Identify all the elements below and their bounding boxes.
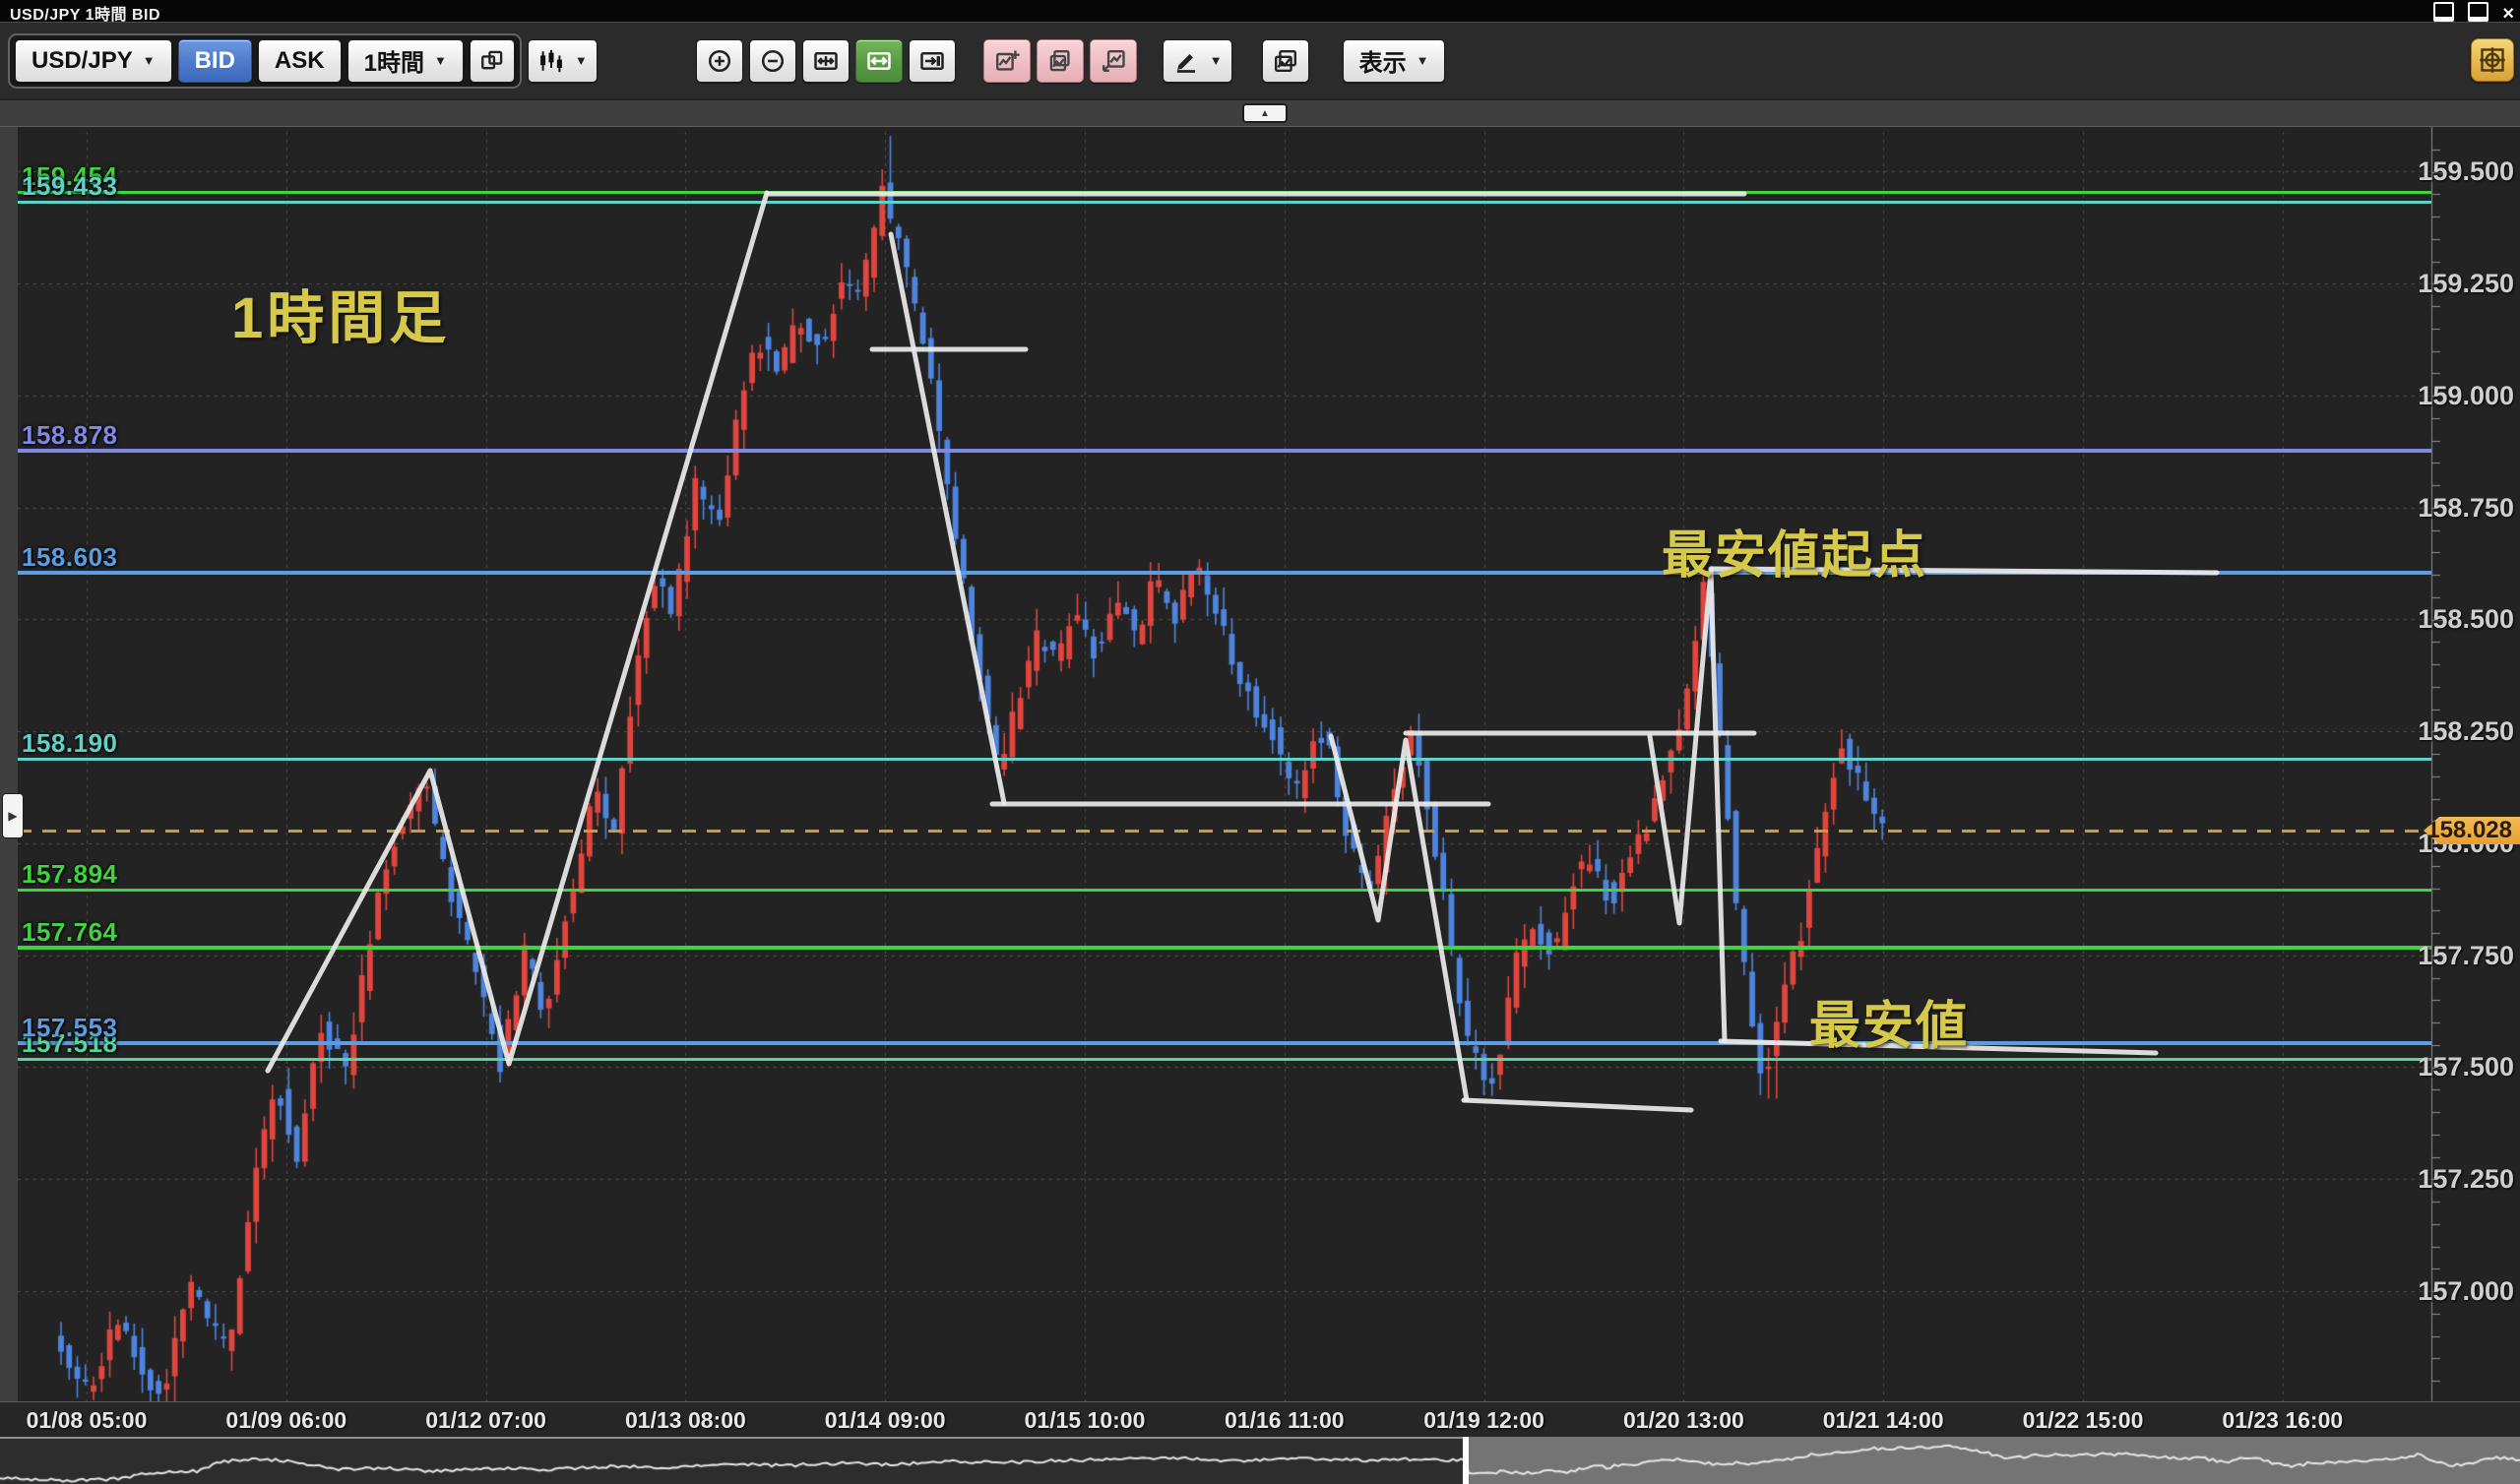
fit-width-icon [866, 51, 891, 70]
trendline-zigzag-mid[interactable] [1328, 733, 1470, 1103]
symbol-select[interactable]: USD/JPY ▼ [15, 38, 172, 83]
navigator-range-handle[interactable] [1463, 1436, 1469, 1484]
duplicate-icon [480, 50, 503, 69]
price-level-label: 157.894 [22, 859, 118, 889]
zoom-group [695, 38, 956, 83]
period-label: 1時間 [363, 50, 424, 77]
collapsed-side-panel-strip [0, 124, 18, 1401]
title-bar: USD/JPY 1時間 BID × [0, 0, 2520, 25]
trendline-zigzag-left[interactable] [265, 190, 770, 1074]
move-study-icon [1102, 49, 1125, 72]
fit-all-icon [813, 51, 838, 70]
symbol-group: USD/JPY ▼ BID ASK 1時間 ▼ [8, 32, 522, 89]
collapse-upper-panel-handle[interactable]: ▲ [1242, 103, 1288, 123]
chevron-down-icon: ▼ [433, 53, 447, 68]
study-group [982, 38, 1137, 83]
time-axis-label: 01/22 15:00 [2022, 1407, 2144, 1433]
annotation-timeframe[interactable]: 1時間足 [231, 286, 451, 350]
scroll-to-latest-button[interactable] [908, 38, 956, 83]
crosshair-target-icon [2480, 47, 2505, 73]
zoom-in-icon [708, 49, 730, 72]
add-study-icon [995, 50, 1020, 71]
bid-button[interactable]: BID [177, 38, 252, 83]
fit-width-button[interactable] [854, 38, 903, 83]
price-level-label: 157.553 [22, 1013, 118, 1042]
candlestick-chart-icon [539, 49, 562, 72]
time-axis-label: 01/19 12:00 [1423, 1407, 1544, 1433]
time-axis-label: 01/15 10:00 [1024, 1407, 1146, 1433]
time-axis-label: 01/23 16:00 [2222, 1407, 2344, 1433]
chart-top-splitter[interactable]: ▲ [0, 98, 2520, 127]
time-axis-label: 01/16 11:00 [1225, 1407, 1345, 1433]
trendline-low-shelf[interactable] [1461, 1097, 1694, 1113]
display-label: 表示 [1358, 50, 1407, 77]
expand-side-panel-handle[interactable]: ▶ [2, 793, 24, 838]
chevron-down-icon: ▼ [1416, 53, 1429, 68]
time-axis-label: 01/13 08:00 [625, 1407, 746, 1433]
price-level-label: 158.878 [22, 420, 118, 450]
overlay-study-button[interactable] [1261, 38, 1309, 83]
price-level-label: 159.454 [22, 161, 118, 191]
pencil-icon [1176, 53, 1195, 73]
window-title: USD/JPY 1時間 BID [10, 7, 161, 24]
price-level-label: 157.518 [22, 1028, 118, 1058]
chevron-right-icon: ▶ [8, 809, 18, 823]
current-price-tag: 158.028 [2424, 817, 2520, 844]
trendline-lowest-origin[interactable] [1708, 566, 2220, 576]
annotation-lowest[interactable]: 最安値 [1809, 998, 1970, 1055]
close-window-button[interactable]: × [2502, 2, 2514, 25]
restore-window-icon [2433, 2, 2455, 22]
restore-window-button[interactable] [2433, 2, 2455, 25]
display-menu-button[interactable]: 表示 ▼ [1342, 38, 1446, 83]
maximize-window-icon [2468, 2, 2489, 22]
chevron-down-icon: ▼ [574, 53, 588, 68]
chart-type-select[interactable]: ▼ [527, 38, 598, 83]
time-axis-label: 01/14 09:00 [824, 1407, 946, 1433]
chevron-down-icon: ▼ [1209, 53, 1223, 68]
price-level-label: 158.190 [22, 728, 118, 758]
zoom-out-icon [761, 49, 784, 72]
draw-tool-select[interactable]: ▼ [1162, 38, 1232, 83]
overlay-chart-icon [1274, 49, 1296, 72]
edit-study-icon [1049, 49, 1070, 71]
ask-button[interactable]: ASK [257, 38, 342, 83]
time-axis-label: 01/09 06:00 [225, 1407, 347, 1433]
chevron-down-icon: ▼ [142, 53, 156, 68]
trendline-lowest[interactable] [1718, 1038, 2159, 1056]
maximize-window-button[interactable] [2468, 2, 2489, 25]
time-axis-label: 01/12 07:00 [425, 1407, 546, 1433]
go-to-end-icon [919, 51, 944, 70]
annotation-lowest-origin[interactable]: 最安値起点 [1662, 527, 1928, 585]
trendline-descent-from-peak[interactable] [888, 231, 1007, 806]
period-select[interactable]: 1時間 ▼ [346, 38, 464, 83]
time-axis-label: 01/21 14:00 [1822, 1407, 1944, 1433]
close-icon: × [2502, 2, 2514, 25]
price-level-label: 159.433 [22, 171, 118, 201]
time-axis[interactable]: 01/08 05:00 01/09 06:00 01/12 07:00 01/13 0… [0, 1401, 2520, 1437]
symbol-label: USD/JPY [32, 46, 133, 74]
price-level-label: 157.764 [22, 917, 118, 947]
toolbar: USD/JPY ▼ BID ASK 1時間 ▼ ▼ [0, 22, 2520, 98]
trendline-spike-zigzag[interactable] [1647, 568, 1728, 1044]
time-axis-label: 01/08 05:00 [26, 1407, 148, 1433]
edit-study-button[interactable] [1036, 38, 1084, 83]
chevron-up-icon: ▲ [1260, 107, 1270, 119]
time-axis-label: 01/20 13:00 [1623, 1407, 1744, 1433]
add-study-button[interactable] [982, 38, 1031, 83]
fit-chart-button[interactable] [801, 38, 850, 83]
zoom-out-button[interactable] [748, 38, 796, 83]
zoom-in-button[interactable] [695, 38, 743, 83]
move-study-button[interactable] [1089, 38, 1137, 83]
price-level-label: 158.603 [22, 542, 118, 572]
target-order-button[interactable] [2471, 38, 2514, 82]
duplicate-chart-button[interactable] [469, 38, 515, 83]
